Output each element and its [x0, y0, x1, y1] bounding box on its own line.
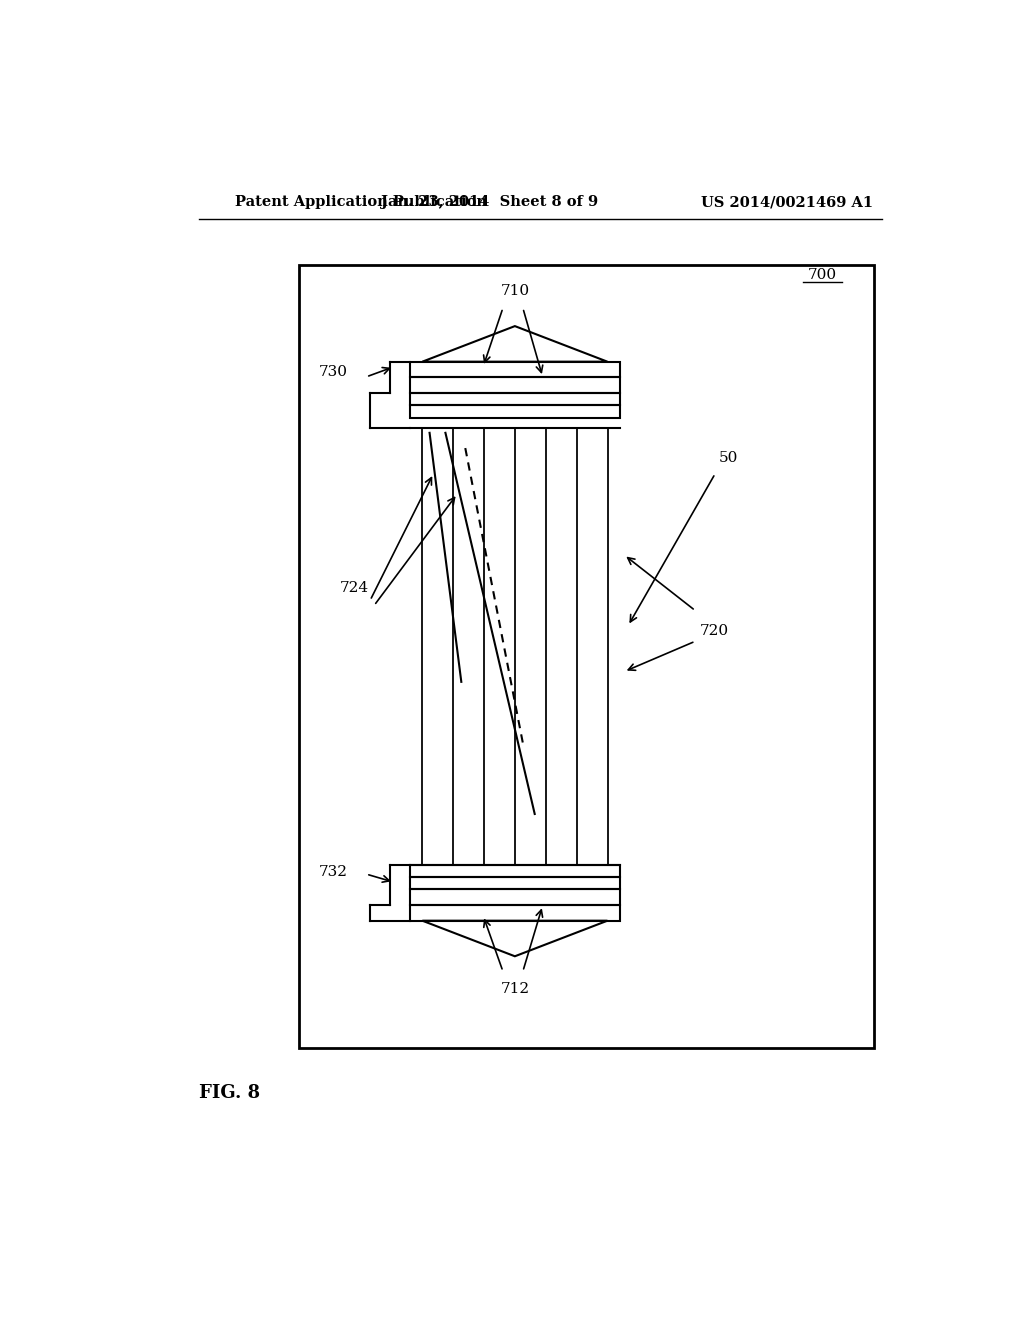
- Text: FIG. 8: FIG. 8: [200, 1085, 260, 1102]
- Bar: [410, 890, 621, 906]
- Text: Patent Application Publication: Patent Application Publication: [236, 195, 487, 209]
- Text: 730: 730: [318, 364, 347, 379]
- Text: 732: 732: [318, 865, 347, 879]
- Text: US 2014/0021469 A1: US 2014/0021469 A1: [700, 195, 872, 209]
- Text: 720: 720: [699, 624, 728, 638]
- Text: 712: 712: [501, 982, 529, 995]
- Bar: [410, 362, 621, 378]
- Bar: [410, 865, 621, 876]
- Bar: [410, 405, 621, 417]
- Text: 724: 724: [340, 581, 369, 595]
- Text: 700: 700: [808, 268, 837, 282]
- Text: 710: 710: [501, 284, 529, 297]
- Bar: [299, 265, 874, 1048]
- Bar: [410, 876, 621, 890]
- Text: 50: 50: [719, 451, 738, 465]
- Bar: [410, 393, 621, 405]
- Text: Jan. 23, 2014  Sheet 8 of 9: Jan. 23, 2014 Sheet 8 of 9: [381, 195, 598, 209]
- Bar: [410, 906, 621, 921]
- Bar: [410, 378, 621, 393]
